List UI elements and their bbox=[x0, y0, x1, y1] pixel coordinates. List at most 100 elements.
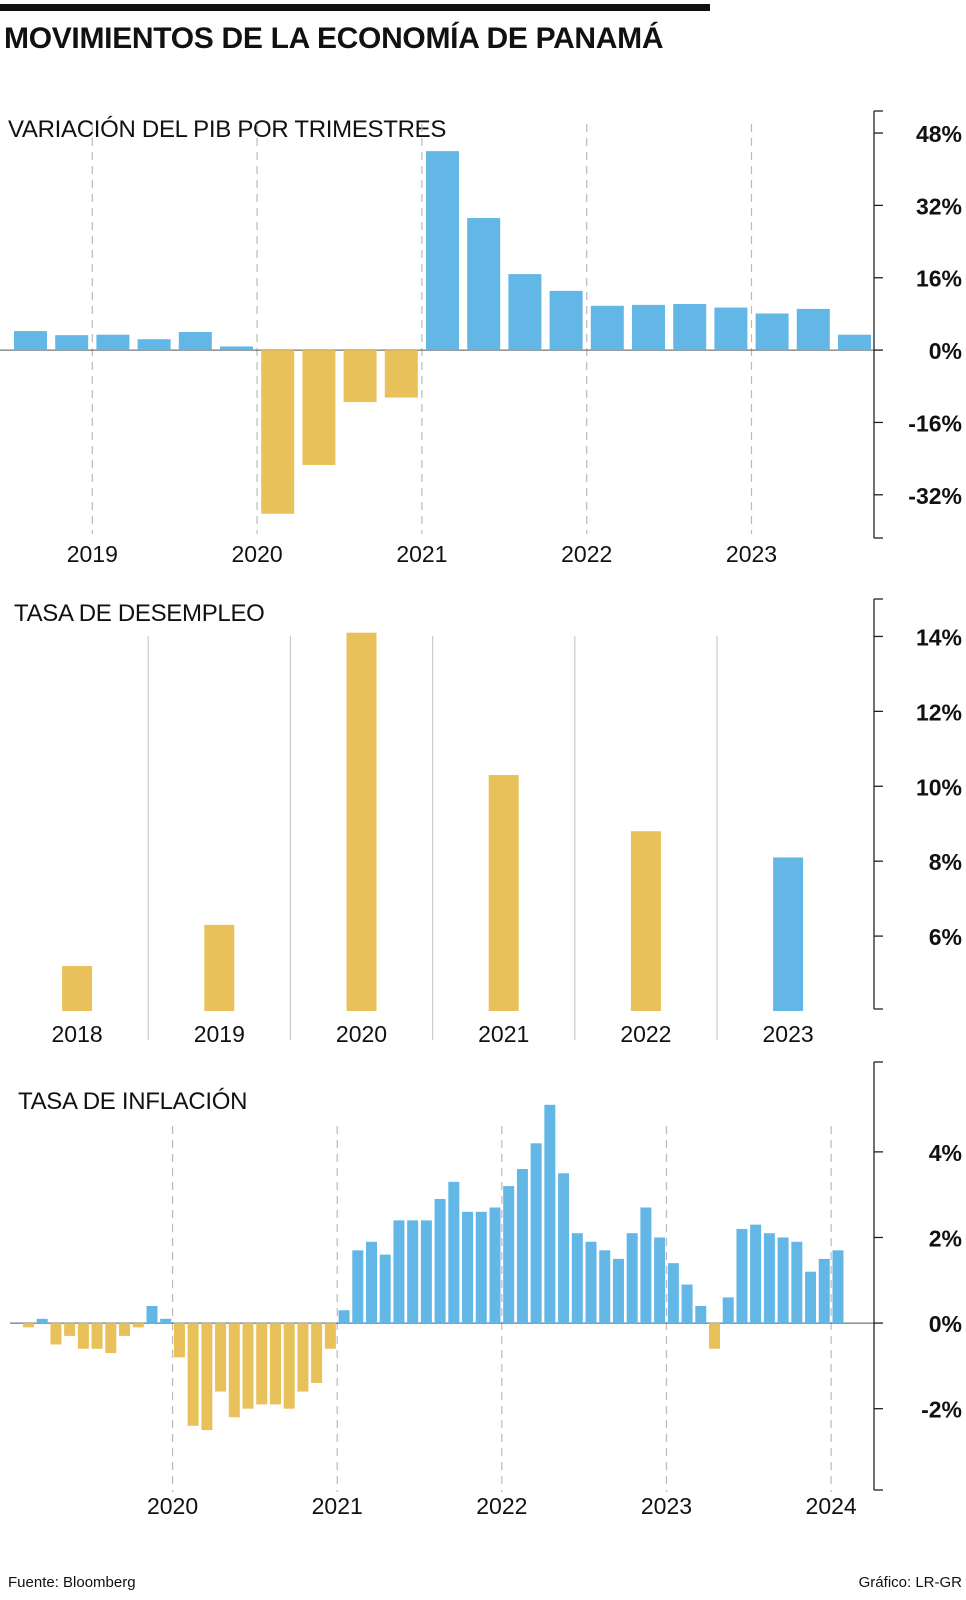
x-tick-label: 2020 bbox=[232, 541, 283, 567]
y-tick-label: 12% bbox=[916, 699, 962, 725]
inflation-bar-7 bbox=[105, 1323, 117, 1354]
y-tick-label: 8% bbox=[929, 849, 962, 875]
inflation-bar-52 bbox=[722, 1297, 734, 1324]
unemployment-bar-2020 bbox=[346, 632, 377, 1011]
inflation-bar-27 bbox=[379, 1254, 391, 1324]
inflation-bar-55 bbox=[763, 1233, 775, 1324]
gdp-bar-3 bbox=[96, 334, 130, 351]
x-tick-label: 2021 bbox=[478, 1021, 529, 1047]
inflation-bar-51 bbox=[709, 1323, 720, 1349]
y-tick-label: 0% bbox=[929, 1311, 962, 1337]
inflation-bar-38 bbox=[530, 1143, 542, 1324]
inflation-bar-16 bbox=[228, 1323, 240, 1418]
y-tick-label: 6% bbox=[929, 924, 962, 950]
y-tick-label: -32% bbox=[908, 483, 962, 509]
inflation-bar-18 bbox=[256, 1323, 268, 1405]
gdp-bar-11 bbox=[426, 151, 459, 351]
y-tick-label: 10% bbox=[916, 774, 962, 800]
x-tick-label: 2021 bbox=[396, 541, 447, 567]
gdp-bar-20 bbox=[796, 308, 830, 351]
x-tick-label: 2018 bbox=[52, 1021, 103, 1047]
y-tick-label: -2% bbox=[921, 1397, 962, 1423]
inflation-bar-35 bbox=[489, 1207, 501, 1324]
gdp-bar-21 bbox=[838, 334, 871, 351]
unemployment-bar-2019 bbox=[204, 924, 235, 1011]
inflation-bar-25 bbox=[352, 1250, 364, 1324]
x-tick-label: 2022 bbox=[561, 541, 612, 567]
inflation-bar-48 bbox=[667, 1263, 679, 1324]
inflation-bar-40 bbox=[558, 1173, 570, 1324]
unemployment-bar-2023 bbox=[773, 857, 804, 1011]
x-tick-label: 2023 bbox=[726, 541, 777, 567]
x-tick-label: 2022 bbox=[476, 1493, 527, 1519]
gdp-bar-13 bbox=[508, 274, 542, 351]
inflation-bar-29 bbox=[407, 1220, 419, 1324]
x-tick-label: 2019 bbox=[194, 1021, 245, 1047]
inflation-bar-12 bbox=[173, 1323, 185, 1358]
inflation-bar-19 bbox=[269, 1323, 281, 1405]
gdp-bar-9 bbox=[343, 350, 377, 403]
y-tick-label: 2% bbox=[929, 1225, 962, 1251]
inflation-bar-9 bbox=[132, 1323, 144, 1328]
unemployment-chart-title: TASA DE DESEMPLEO bbox=[14, 600, 265, 627]
y-tick-label: 48% bbox=[916, 121, 962, 147]
inflation-bar-5 bbox=[77, 1323, 89, 1349]
inflation-bar-44 bbox=[612, 1258, 624, 1324]
gdp-bar-7 bbox=[261, 350, 295, 514]
inflation-bar-36 bbox=[503, 1186, 515, 1324]
x-tick-label: 2022 bbox=[620, 1021, 671, 1047]
inflation-bar-45 bbox=[626, 1233, 638, 1324]
inflation-bar-49 bbox=[681, 1284, 693, 1324]
inflation-bar-47 bbox=[654, 1237, 666, 1324]
inflation-bar-20 bbox=[283, 1323, 295, 1409]
x-tick-label: 2024 bbox=[806, 1493, 857, 1519]
x-tick-label: 2019 bbox=[67, 541, 118, 567]
gdp-bar-5 bbox=[178, 332, 212, 351]
gdp-chart: 2019 2020 2021 2022 2023 48% 32% 16% 0% -16% -32% bbox=[0, 110, 962, 567]
inflation-bar-6 bbox=[91, 1323, 103, 1349]
gdp-bar-16 bbox=[632, 304, 665, 351]
inflation-bar-22 bbox=[311, 1323, 323, 1383]
inflation-bar-24 bbox=[338, 1310, 350, 1324]
inflation-bar-46 bbox=[640, 1207, 652, 1324]
inflation-bar-14 bbox=[201, 1323, 213, 1431]
inflation-bar-23 bbox=[324, 1323, 336, 1349]
inflation-bar-54 bbox=[750, 1224, 762, 1324]
x-tick-label: 2020 bbox=[336, 1021, 387, 1047]
y-tick-label: 0% bbox=[929, 338, 962, 364]
inflation-bar-8 bbox=[119, 1323, 131, 1336]
inflation-bar-30 bbox=[420, 1220, 432, 1324]
y-tick-label: 14% bbox=[916, 624, 962, 650]
gdp-bar-14 bbox=[549, 290, 583, 351]
inflation-bar-41 bbox=[571, 1233, 583, 1324]
inflation-bar-15 bbox=[215, 1323, 227, 1392]
inflation-bar-57 bbox=[791, 1241, 803, 1324]
inflation-bar-4 bbox=[64, 1323, 76, 1336]
inflation-bar-43 bbox=[599, 1250, 611, 1324]
y-tick-label: 16% bbox=[916, 266, 962, 292]
inflation-bar-26 bbox=[366, 1241, 377, 1324]
gdp-bar-8 bbox=[302, 350, 336, 465]
inflation-bar-60 bbox=[832, 1250, 844, 1324]
inflation-bar-13 bbox=[187, 1323, 199, 1426]
inflation-bar-11 bbox=[160, 1318, 172, 1324]
gdp-bar-1 bbox=[14, 331, 47, 351]
inflation-bar-3 bbox=[50, 1323, 62, 1345]
inflation-bar-31 bbox=[434, 1198, 446, 1324]
inflation-bar-42 bbox=[585, 1241, 597, 1324]
x-tick-label: 2020 bbox=[147, 1493, 198, 1519]
inflation-bar-2 bbox=[36, 1318, 48, 1324]
unemployment-bar-2022 bbox=[630, 831, 661, 1011]
inflation-bar-10 bbox=[146, 1305, 158, 1324]
x-tick-label: 2023 bbox=[641, 1493, 692, 1519]
gdp-bar-12 bbox=[467, 218, 501, 351]
inflation-bar-58 bbox=[805, 1271, 817, 1324]
gdp-bar-2 bbox=[55, 335, 89, 351]
unemployment-chart: 2018 2019 2020 2021 2022 2023 14% 12% 10% 8% 6% bbox=[52, 598, 962, 1047]
gdp-chart-title: VARIACIÓN DEL PIB POR TRIMESTRES bbox=[8, 116, 447, 143]
inflation-bar-21 bbox=[297, 1323, 309, 1392]
y-tick-label: -16% bbox=[908, 410, 962, 436]
inflation-chart-title: TASA DE INFLACIÓN bbox=[18, 1088, 248, 1115]
x-tick-label: 2023 bbox=[763, 1021, 814, 1047]
